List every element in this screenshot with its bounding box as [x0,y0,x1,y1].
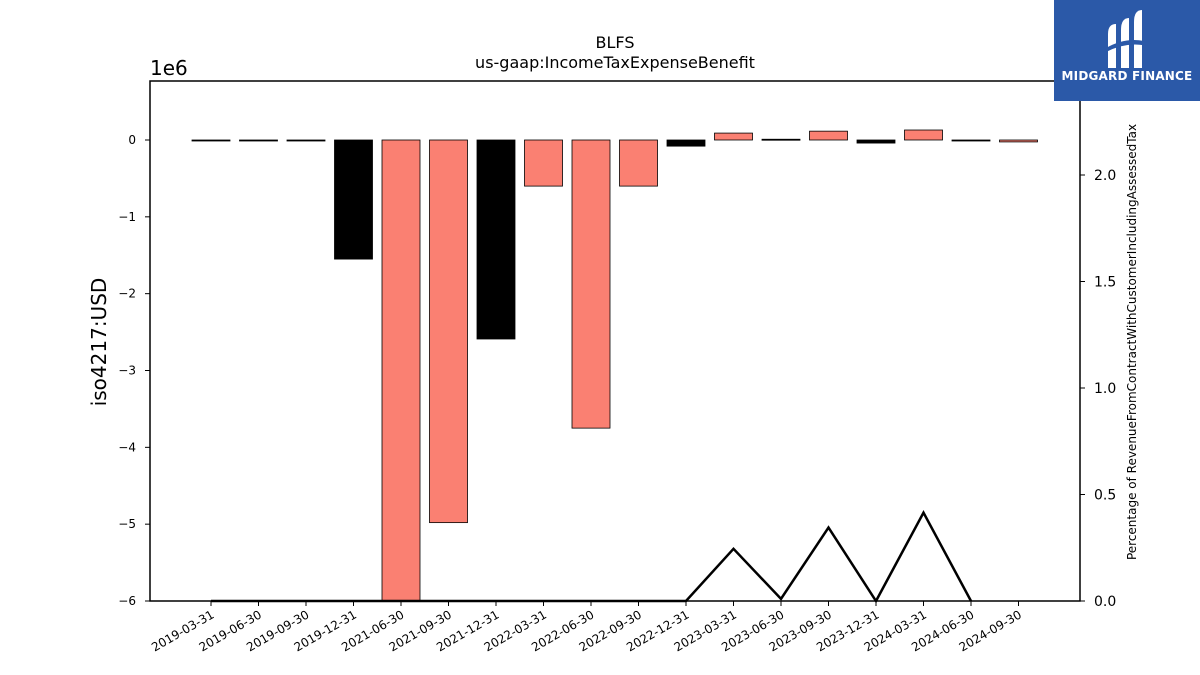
y-tick-label: −3 [118,364,136,378]
midgard-logo: MIDGARD FINANCE [1054,0,1200,101]
y-tick-label: −1 [118,210,136,224]
bars-layer [191,129,1038,602]
line-layer [211,509,973,604]
bar [476,139,516,340]
bar [714,132,753,141]
logo-text: MIDGARD FINANCE [1061,69,1193,83]
y-tick-label: 0 [128,133,136,147]
axes-layer: 0−1−2−3−4−5−6 0.00.51.01.52.02019-03-3120… [118,80,1116,654]
y-tick-label: −4 [118,440,136,454]
bar [571,139,611,429]
y-tick-label: −6 [118,594,136,608]
line-series [211,509,973,604]
y-tick-label: −5 [118,517,136,531]
bar [429,139,468,524]
y-axis-multiplier: 1e6 [150,56,188,80]
bar [619,139,658,187]
y-axis-label: iso4217:USD [87,278,111,407]
plot-frame [149,80,1081,602]
y2-axis-label: Percentage of RevenueFromContractWithCus… [1125,124,1139,560]
y2-tick-label: 2.0 [1094,168,1116,184]
y2-tick-label: 1.0 [1094,381,1116,397]
bar [286,139,326,142]
bar [999,139,1038,143]
bar [191,139,231,142]
bar [809,130,848,141]
bar [334,139,373,260]
y2-tick-label: 0.0 [1094,594,1116,610]
y2-tick-label: 1.5 [1094,275,1116,291]
y-tick-label: −2 [118,287,136,301]
chart-title: BLFS [596,33,635,52]
bar [761,138,801,141]
bar [666,139,706,147]
bar [381,139,421,602]
midgard-logo-icon [1106,10,1148,68]
bar [856,139,896,144]
bar [904,129,943,141]
bar [524,139,563,187]
chart-subtitle: us-gaap:IncomeTaxExpenseBenefit [475,53,755,72]
bar [239,139,278,142]
bar [951,139,991,142]
y2-tick-label: 0.5 [1094,488,1116,504]
